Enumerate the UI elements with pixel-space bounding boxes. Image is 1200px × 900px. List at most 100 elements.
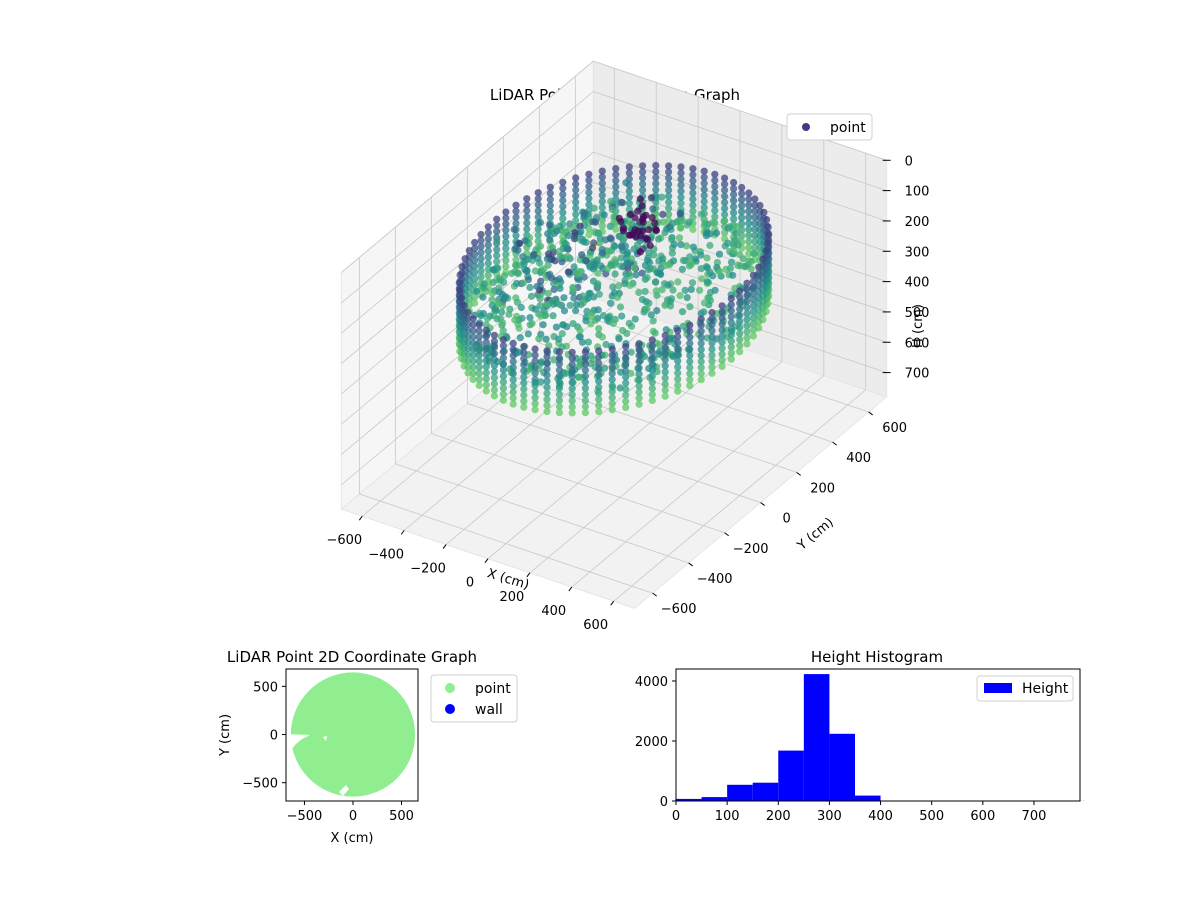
lidar-point-3d: [509, 364, 517, 372]
lidar-point-3d: [546, 189, 554, 197]
lidar-point-3d: [555, 390, 564, 398]
lidar-point-3d: [697, 357, 705, 366]
lidar-point-3d: [580, 238, 588, 246]
lidar-point-3d: [622, 385, 630, 393]
lidar-point-3d: [520, 391, 528, 399]
lidar-point-3d: [652, 186, 660, 194]
lidar-point-3d: [674, 351, 682, 359]
lidar-point-3d: [543, 347, 551, 355]
lidar-point-3d: [645, 220, 653, 228]
lidar-point-3d: [568, 360, 576, 368]
lidar-point-3d: [708, 369, 716, 377]
lidar-point-3d: [533, 282, 541, 291]
wall-grid-z-back: [341, 121, 594, 334]
lidar-point-3d: [585, 194, 593, 202]
lidar-point-3d: [595, 408, 603, 416]
lidar-point-3d: [764, 239, 772, 247]
z-tick-label-3d: 500: [905, 306, 930, 321]
lidar-point-3d: [469, 315, 477, 323]
lidar-point-3d: [499, 336, 507, 344]
lidar-point-3d: [499, 372, 507, 380]
lidar-point-3d: [475, 357, 483, 365]
lidar-point-3d: [523, 213, 531, 221]
lidar-point-3d: [712, 229, 721, 237]
lidar-point-3d: [501, 293, 509, 301]
lidar-point-3d: [520, 367, 528, 375]
lidar-point-3d: [733, 223, 741, 231]
lidar-point-3d: [743, 285, 751, 293]
lidar-point-3d: [595, 290, 604, 298]
lidar-point-3d: [686, 351, 694, 359]
lidar-point-3d: [563, 244, 571, 252]
lidar-point-3d: [635, 364, 643, 372]
lidar-point-3d: [648, 384, 656, 392]
lidar-point-3d: [531, 267, 540, 275]
lidar-point-3d: [747, 265, 755, 273]
lidar-point-3d: [461, 255, 469, 263]
lidar-point-3d: [635, 340, 643, 348]
lidar-point-3d: [615, 335, 623, 343]
lidar-point-3d: [652, 168, 660, 176]
lidar-point-3d: [608, 369, 616, 377]
y-tick-label-3d: 200: [810, 481, 835, 496]
lidar-point-3d: [659, 255, 667, 263]
lidar-point-3d: [585, 176, 593, 184]
lidar-point-3d: [721, 210, 729, 219]
lidar-point-3d: [499, 327, 507, 335]
lidar-point-3d: [616, 384, 624, 392]
lidar-point-3d: [648, 336, 656, 344]
lidar-point-3d: [674, 333, 682, 341]
lidar-point-3d: [582, 256, 590, 265]
lidar-point-3d: [591, 260, 599, 268]
lidar-point-3d: [743, 316, 751, 324]
lidar-point-3d: [622, 179, 630, 187]
lidar-point-3d: [622, 391, 630, 399]
lidar-point-3d: [622, 355, 630, 363]
lidar-point-3d: [655, 235, 663, 243]
lidar-point-3d: [721, 174, 729, 182]
lidar-point-3d: [623, 329, 631, 338]
lidar-point-3d: [718, 338, 726, 346]
lidar-point-3d: [608, 351, 616, 359]
lidar-point-3d: [721, 192, 729, 200]
lidar-point-3d: [661, 338, 669, 346]
lidar-point-3d: [743, 303, 751, 312]
lidar-point-3d: [635, 394, 643, 402]
lidar-point-3d: [638, 269, 646, 277]
lidar-point-3d: [618, 199, 627, 207]
lidar-point-3d: [509, 382, 517, 390]
lidar-point-3d: [500, 272, 509, 280]
lidar-point-3d: [683, 294, 691, 302]
lidar-point-3d: [595, 347, 603, 355]
lidar-point-3d: [718, 308, 726, 316]
lidar-point-3d: [639, 162, 647, 170]
lidar-point-3d: [543, 389, 551, 397]
wall-grid-z-left: [593, 121, 887, 222]
lidar-point-3d: [499, 360, 507, 368]
lidar-point-3d: [523, 207, 531, 215]
x-tick-label-2d: 0: [349, 809, 357, 824]
lidar-point-3d: [475, 339, 483, 347]
legend-3d-frame: [786, 113, 873, 141]
lidar-point-3d: [697, 364, 705, 372]
lidar-point-3d: [456, 271, 464, 279]
lidar-point-3d: [534, 231, 542, 239]
lidar-point-3d: [686, 339, 694, 347]
lidar-point-3d: [745, 195, 753, 203]
lidar-point-3d: [618, 312, 626, 320]
lidar-2d-chart: LiDAR Point 2D Coordinate Graph −500 0 500…: [218, 648, 518, 846]
z-tick-label-3d: 600: [905, 336, 930, 351]
lidar-point-3d: [638, 202, 646, 210]
lidar-point-3d: [595, 359, 603, 367]
lidar-point-3d: [581, 354, 590, 362]
lidar-point-3d: [730, 197, 738, 205]
lidar-point-3d: [703, 278, 712, 286]
lidar-point-3d: [531, 381, 539, 389]
lidar-point-3d: [570, 294, 578, 302]
lidar-point-3d: [745, 213, 753, 221]
lidar-point-3d: [512, 207, 520, 215]
lidar-point-3d: [550, 356, 558, 364]
lidar-point-3d: [665, 162, 673, 170]
lidar-point-3d: [602, 340, 610, 349]
lidar-point-3d: [648, 390, 656, 399]
